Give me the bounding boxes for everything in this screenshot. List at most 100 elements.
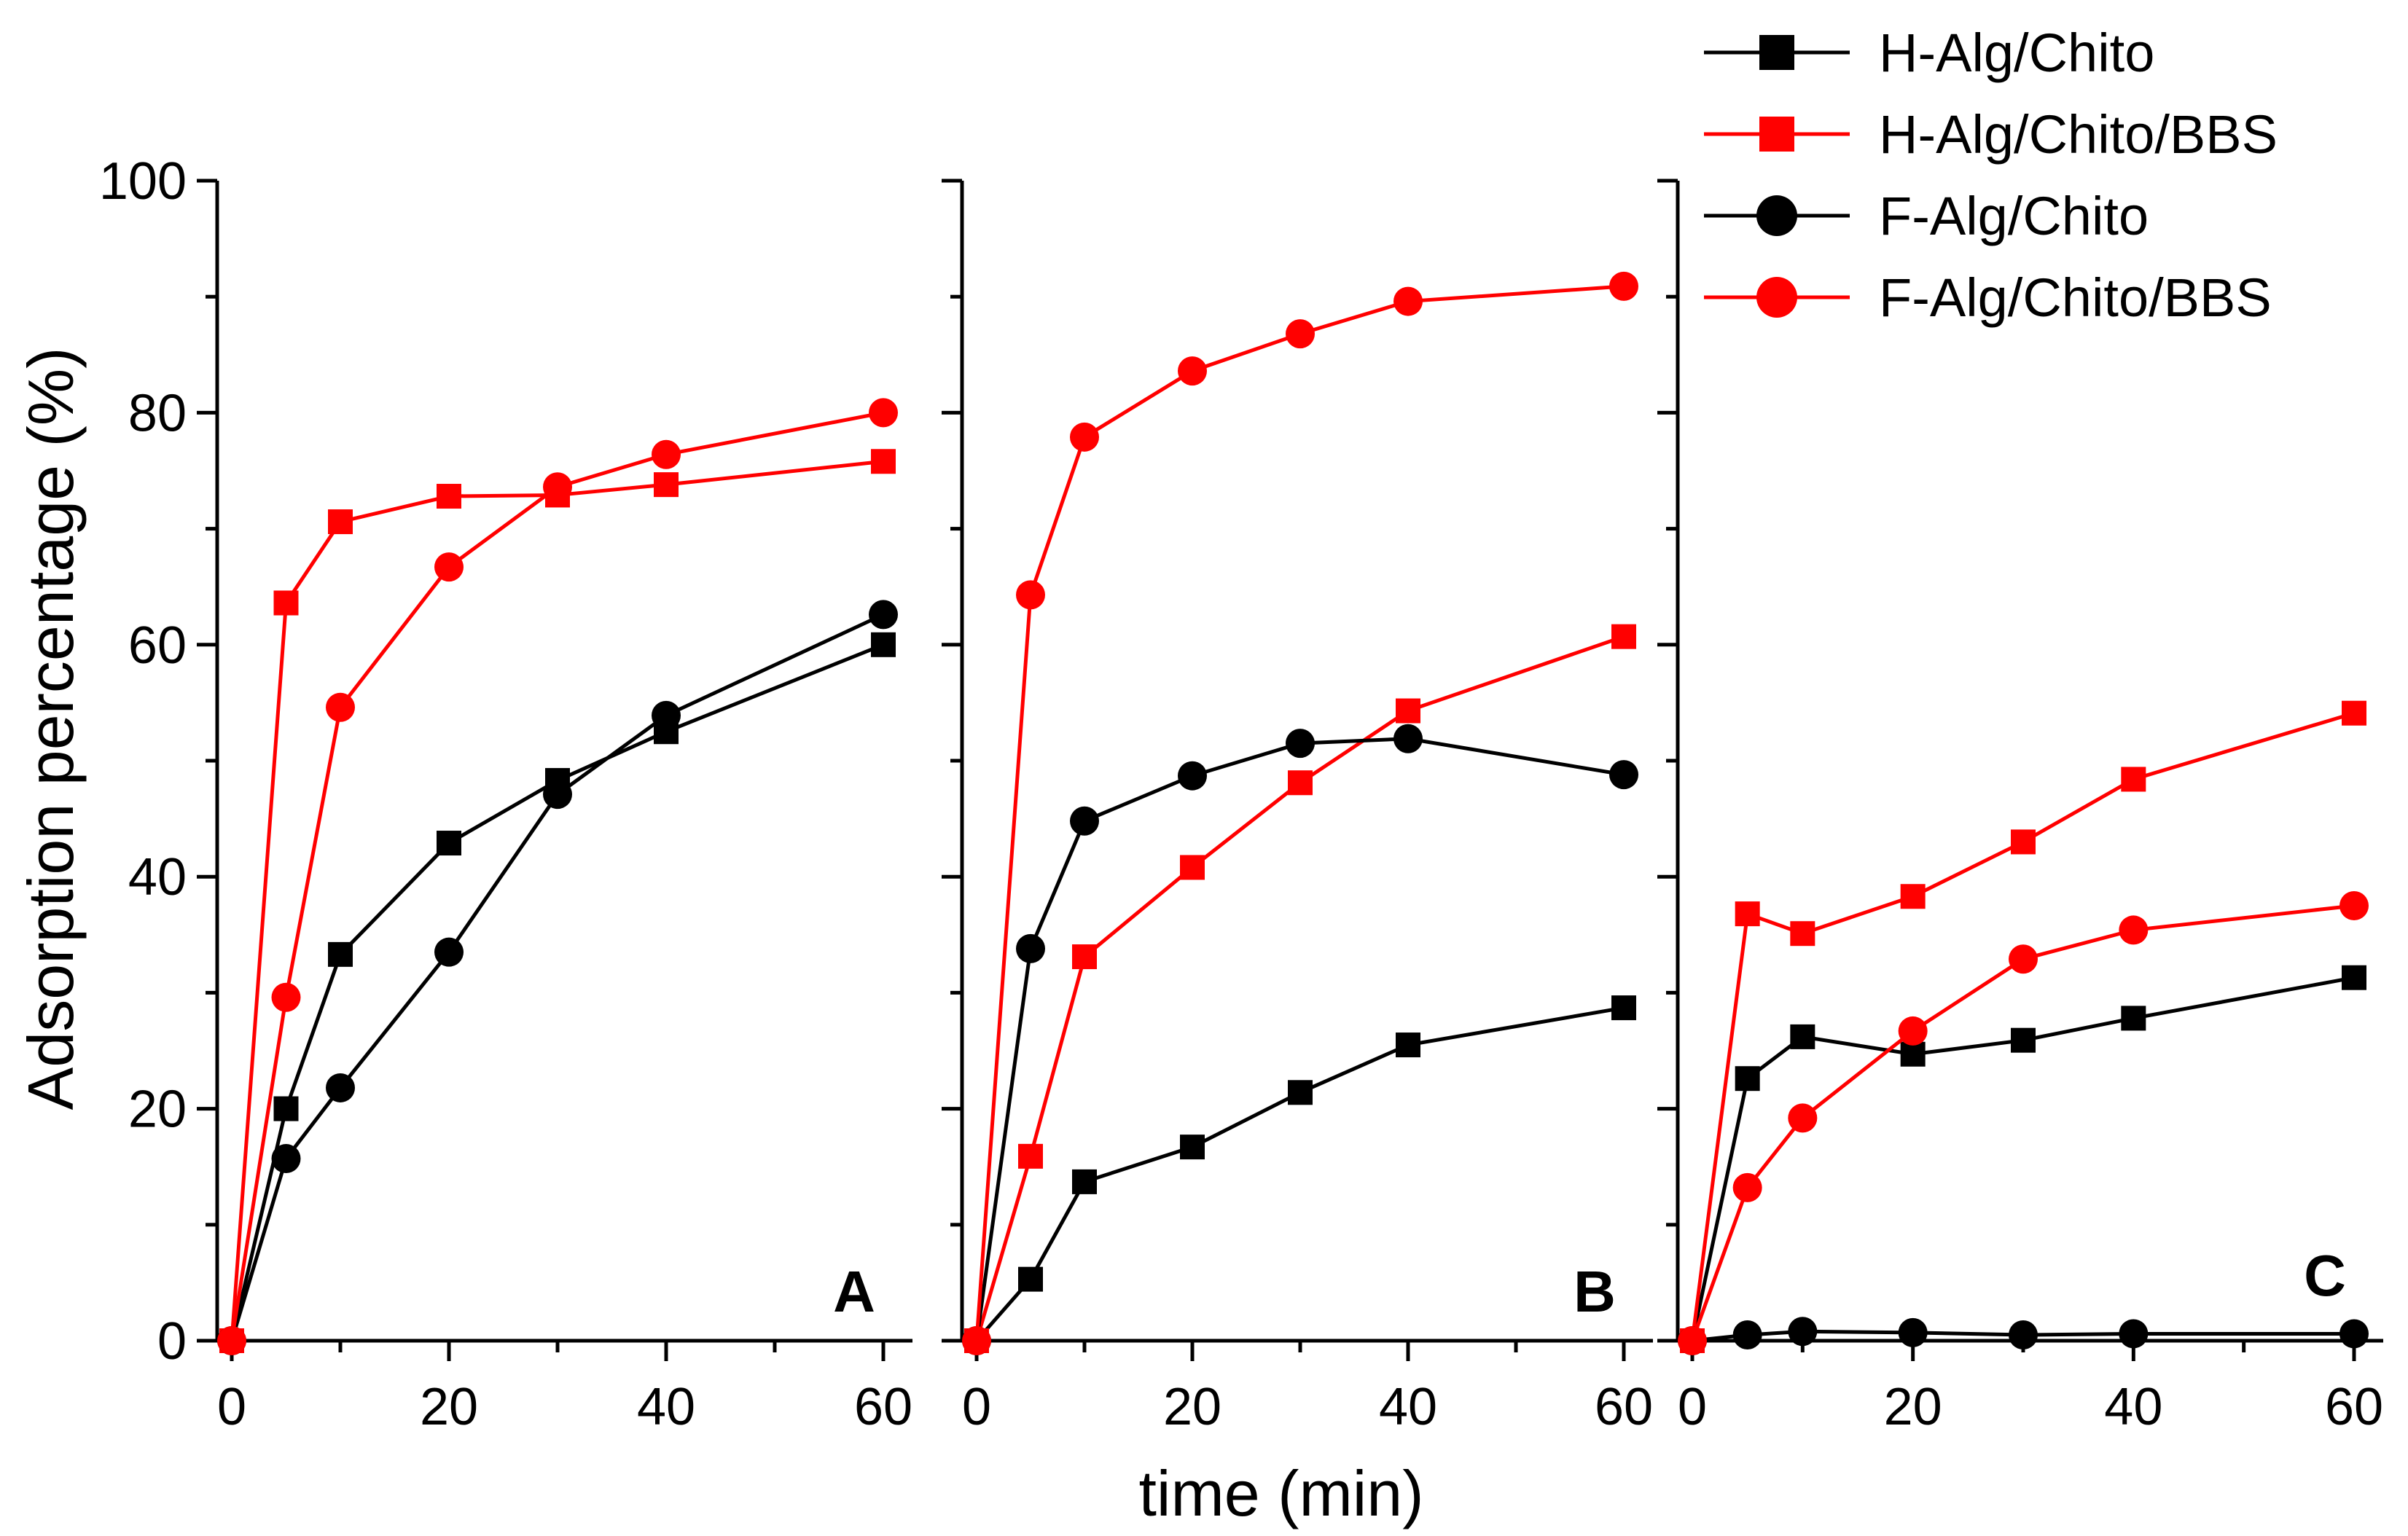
- data-point-circle: [1788, 1103, 1818, 1133]
- data-point-circle: [652, 700, 681, 730]
- data-point-square: [273, 1096, 299, 1121]
- legend-label: H-Alg/Chito/BBS: [1879, 104, 2278, 165]
- x-tick-label: 0: [962, 1378, 991, 1436]
- x-tick-label: 0: [1678, 1378, 1707, 1436]
- data-point-circle: [2339, 1319, 2369, 1349]
- x-tick-label: 60: [854, 1378, 912, 1436]
- series-f-alg-chito-bbs: [1678, 891, 2369, 1355]
- series-line: [230, 643, 884, 1341]
- series-line: [230, 459, 884, 1341]
- data-point-square: [871, 449, 896, 474]
- data-point-circle: [326, 692, 355, 722]
- legend: H-Alg/Chito H-Alg/Chito/BBS F-Alg/Chito F-A…: [1704, 23, 2278, 328]
- data-point-circle: [2009, 1320, 2038, 1350]
- data-point-circle: [1286, 319, 1315, 349]
- data-point-circle: [1178, 356, 1207, 386]
- data-point-circle: [962, 1326, 991, 1355]
- legend-item: H-Alg/Chito: [1704, 23, 2154, 83]
- legend-marker-circle: [1756, 195, 1797, 236]
- legend-label: H-Alg/Chito: [1879, 23, 2154, 83]
- data-point-circle: [1393, 724, 1423, 753]
- data-point-circle: [1609, 760, 1638, 790]
- data-point-square: [654, 472, 679, 498]
- data-point-circle: [1732, 1320, 1762, 1350]
- x-tick-label: 20: [1163, 1378, 1221, 1436]
- data-point-square: [1288, 1080, 1313, 1105]
- series-f-alg-chito-bbs: [217, 398, 898, 1355]
- panel-label: C: [2304, 1243, 2346, 1308]
- data-point-circle: [326, 1073, 355, 1102]
- x-tick-label: 40: [2104, 1378, 2162, 1436]
- data-point-circle: [652, 439, 681, 469]
- data-point-square: [1900, 1041, 1926, 1067]
- series-h-alg-chito: [964, 995, 1636, 1353]
- data-point-square: [1396, 1033, 1420, 1058]
- series-h-alg-chito: [1680, 965, 2366, 1353]
- data-point-circle: [1070, 422, 1099, 452]
- legend-item: H-Alg/Chito/BBS: [1704, 104, 2278, 165]
- data-point-circle: [1788, 1317, 1818, 1347]
- data-point-square: [1735, 1066, 1760, 1092]
- data-point-square: [2121, 767, 2146, 792]
- data-point-circle: [434, 552, 464, 582]
- x-axis-title: time (min): [1138, 1457, 1423, 1529]
- data-point-square: [871, 632, 896, 657]
- x-tick-label: 60: [1595, 1378, 1653, 1436]
- series-line: [230, 613, 885, 1341]
- data-point-circle: [2009, 944, 2038, 974]
- data-point-circle: [2119, 915, 2149, 945]
- panel-label: B: [1574, 1259, 1616, 1324]
- y-tick-label: 20: [128, 1081, 187, 1139]
- series-h-alg-chito-bbs: [219, 449, 896, 1353]
- data-point-square: [1611, 624, 1636, 649]
- panels: 0 20 40 60 80 100 0 20 40 60 A 0 20 40 60 B 0 20 40 60 C: [99, 152, 2383, 1436]
- x-tick-label: 40: [637, 1378, 695, 1436]
- legend-item: F-Alg/Chito/BBS: [1704, 267, 2272, 328]
- data-point-square: [2342, 700, 2366, 726]
- data-point-circle: [869, 398, 898, 428]
- data-point-circle: [217, 1326, 246, 1355]
- data-point-square: [1072, 944, 1097, 970]
- data-point-square: [2011, 829, 2036, 855]
- data-point-square: [437, 484, 461, 509]
- panel-label: A: [833, 1259, 875, 1324]
- panel-b: 0 20 40 60 B: [942, 179, 1653, 1436]
- data-point-square: [1180, 855, 1205, 880]
- data-point-square: [1396, 698, 1420, 724]
- series-h-alg-chito-bbs: [1680, 700, 2366, 1353]
- data-point-square: [1018, 1266, 1043, 1292]
- data-point-square: [2121, 1006, 2146, 1031]
- panel-a: 0 20 40 60 80 100 0 20 40 60 A: [99, 152, 912, 1436]
- data-point-square: [1072, 1169, 1097, 1194]
- data-point-circle: [543, 780, 572, 810]
- data-point-square: [328, 941, 353, 967]
- series-h-alg-chito: [219, 632, 896, 1353]
- y-tick-label: 60: [128, 616, 187, 675]
- data-point-square: [437, 831, 461, 856]
- legend-marker-square: [1759, 117, 1794, 152]
- data-point-circle: [1609, 271, 1638, 301]
- data-point-circle: [1393, 286, 1423, 316]
- data-point-circle: [1898, 1317, 1928, 1347]
- legend-label: F-Alg/Chito/BBS: [1879, 267, 2272, 328]
- data-point-circle: [1016, 933, 1045, 963]
- data-point-circle: [1898, 1016, 1928, 1046]
- data-point-circle: [1016, 580, 1045, 610]
- data-point-circle: [434, 937, 464, 967]
- data-point-square: [2342, 965, 2366, 990]
- series-f-alg-chito: [217, 600, 898, 1355]
- y-tick-label: 100: [99, 152, 187, 211]
- data-point-square: [1180, 1135, 1205, 1160]
- data-point-circle: [2339, 891, 2369, 920]
- data-point-square: [1900, 884, 1926, 909]
- legend-marker-circle: [1756, 277, 1797, 318]
- data-point-square: [273, 590, 299, 616]
- series-line: [230, 410, 884, 1341]
- data-point-circle: [1178, 761, 1207, 791]
- data-point-circle: [271, 1144, 301, 1174]
- data-point-square: [1611, 995, 1636, 1021]
- data-point-square: [1790, 1024, 1815, 1049]
- y-tick-label: 40: [128, 848, 187, 906]
- y-tick-label: 0: [157, 1312, 187, 1371]
